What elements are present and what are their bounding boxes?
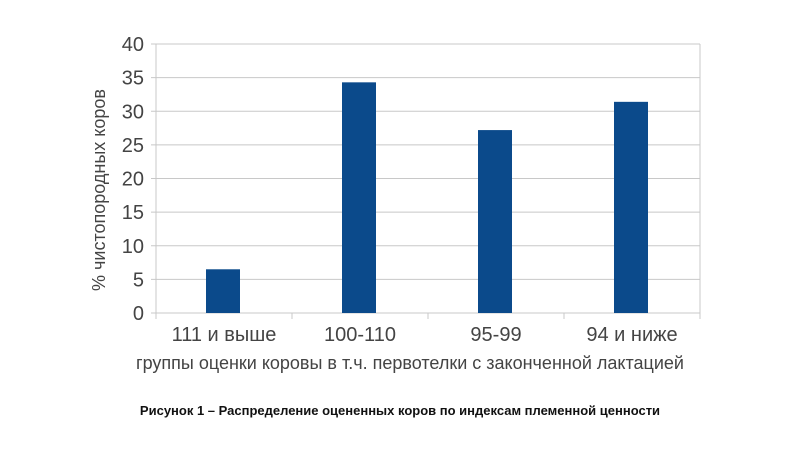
y-tick-label: 10 — [122, 236, 144, 258]
bars — [206, 82, 648, 314]
y-axis-title: % чистопородных коров — [89, 89, 109, 291]
y-tick-label: 25 — [122, 135, 144, 157]
figure-caption: Рисунок 1 – Распределение оцененных коро… — [139, 403, 661, 418]
x-tick-labels: 111 и выше 100-110 95-99 94 и ниже — [172, 324, 678, 346]
y-tick-label: 15 — [122, 202, 144, 224]
x-axis-title: группы оценки коровы в т.ч. первотелки с… — [136, 353, 684, 373]
x-tick-label: 95-99 — [470, 324, 521, 346]
y-tick-label: 20 — [122, 169, 144, 191]
bar — [478, 130, 512, 313]
y-tick-label: 35 — [122, 68, 144, 90]
y-tick-labels: 0 5 10 15 20 25 30 35 40 — [122, 34, 144, 325]
x-tick-label: 111 и выше — [172, 324, 277, 346]
y-tick-label: 5 — [133, 269, 144, 291]
y-tick-label: 30 — [122, 101, 144, 123]
bar — [342, 82, 376, 314]
bar — [614, 101, 648, 314]
gridlines — [151, 43, 701, 319]
bar — [206, 269, 240, 313]
y-tick-label: 0 — [133, 303, 144, 325]
x-tick-label: 94 и ниже — [586, 324, 677, 346]
x-tick-label: 100-110 — [324, 324, 396, 346]
y-tick-label: 40 — [122, 34, 144, 56]
